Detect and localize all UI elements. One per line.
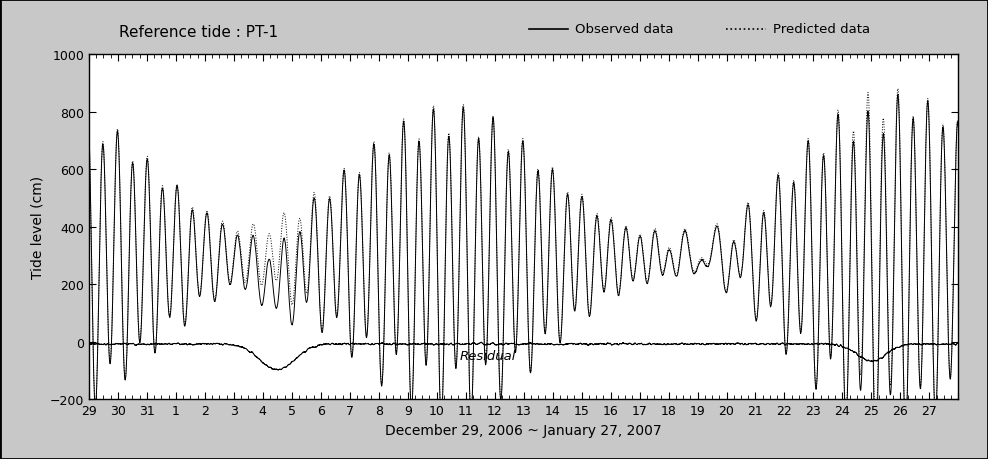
Text: Residual: Residual [459, 349, 517, 362]
Text: Predicted data: Predicted data [773, 23, 869, 36]
X-axis label: December 29, 2006 ~ January 27, 2007: December 29, 2006 ~ January 27, 2007 [385, 423, 662, 437]
Text: Observed data: Observed data [575, 23, 674, 36]
Y-axis label: Tide level (cm): Tide level (cm) [30, 176, 44, 279]
Text: Reference tide : PT-1: Reference tide : PT-1 [119, 25, 278, 40]
